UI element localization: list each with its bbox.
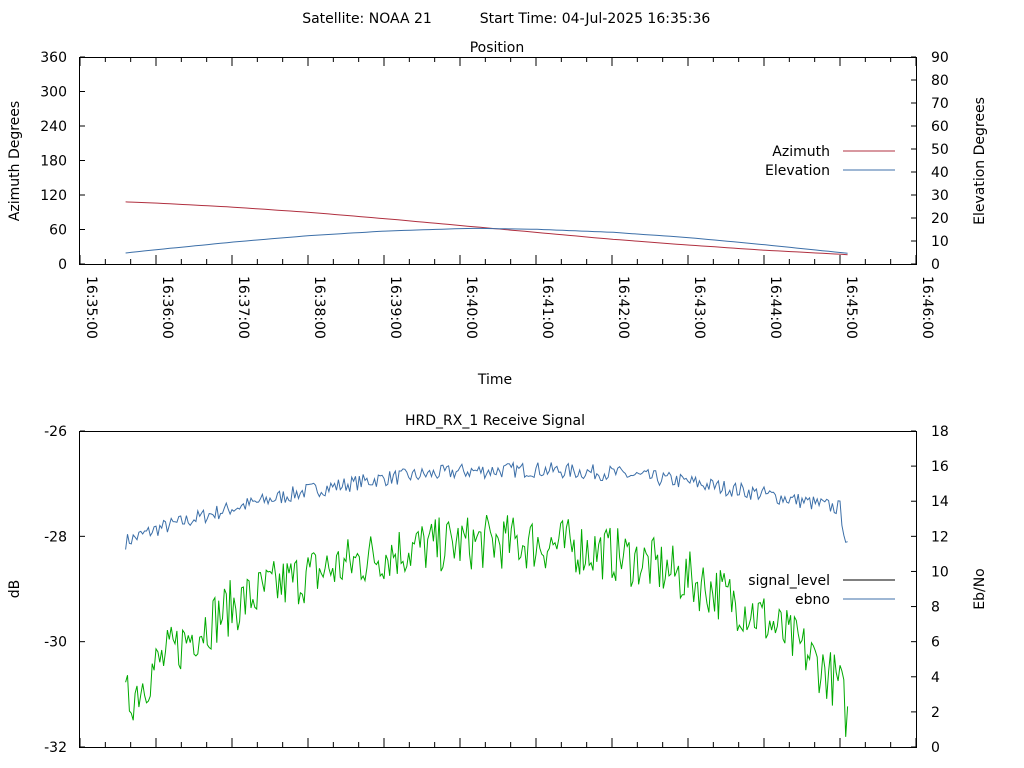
position-x-tick-label: 16:36:00 — [159, 276, 175, 339]
position-plot-frame — [79, 57, 917, 265]
position-y-right-tick-label: 30 — [931, 188, 949, 204]
position-y-left-tick-label: 60 — [49, 223, 67, 239]
position-x-tick-label: 16:40:00 — [463, 276, 479, 339]
position-y-right-tick-label: 60 — [931, 119, 949, 135]
legend-signal-level-label: signal_level — [748, 573, 830, 589]
position-x-tick-label: 16:39:00 — [387, 276, 403, 339]
signal-y-right-tick-label: 12 — [931, 529, 949, 545]
position-y-right-tick-label: 80 — [931, 73, 949, 89]
position-y-left-tick-label: 180 — [40, 154, 67, 170]
position-x-label: Time — [477, 372, 512, 388]
signal-y-left-tick-label: -26 — [44, 424, 67, 440]
position-y-right-label: Elevation Degrees — [972, 97, 988, 225]
position-y-left-tick-label: 240 — [40, 119, 67, 135]
position-y-right-tick-label: 40 — [931, 165, 949, 181]
signal-y-left-tick-label: -32 — [44, 740, 67, 756]
start-time-label: Start Time: 04-Jul-2025 16:35:36 — [480, 11, 711, 27]
ebno-series-line — [125, 461, 848, 550]
position-y-left-tick-label: 0 — [58, 257, 67, 273]
azimuth-series-line — [125, 201, 848, 256]
position-legend: Azimuth Elevation — [765, 144, 895, 179]
signal-plot-frame — [79, 431, 917, 748]
position-y-right-tick-label: 10 — [931, 234, 949, 250]
green-series-line — [125, 514, 849, 737]
position-y-right-tick-label: 50 — [931, 142, 949, 158]
position-x-tick-label: 16:46:00 — [919, 276, 935, 339]
position-y-left-label: Azimuth Degrees — [7, 101, 23, 221]
signal-y-right-tick-label: 6 — [931, 635, 940, 651]
signal-chart: HRD_RX_1 Receive Signal -32 -30 -28 -26 0 2 4 6… — [7, 413, 988, 756]
position-y-left-tick-label: 360 — [40, 50, 67, 66]
legend-ebno-label: ebno — [795, 592, 830, 608]
signal-y-left-tick-label: -28 — [44, 529, 67, 545]
signal-y-right-tick-label: 14 — [931, 494, 949, 510]
position-y-right-tick-label: 20 — [931, 211, 949, 227]
signal-y-left-label: dB — [7, 580, 23, 599]
position-y-left-tick-label: 120 — [40, 188, 67, 204]
position-y-right-tick-label: 90 — [931, 50, 949, 66]
signal-y-right-tick-label: 8 — [931, 600, 940, 616]
position-x-tick-label: 16:44:00 — [767, 276, 783, 339]
signal-y-right-tick-label: 0 — [931, 740, 940, 756]
signal-y-left-tick-label: -30 — [44, 635, 67, 651]
signal-y-right-tick-label: 2 — [931, 705, 940, 721]
legend-elevation-label: Elevation — [765, 163, 830, 179]
position-x-tick-label: 16:41:00 — [539, 276, 555, 339]
position-x-tick-label: 16:38:00 — [311, 276, 327, 339]
position-x-tick-label: 16:43:00 — [691, 276, 707, 339]
signal-y-right-tick-label: 4 — [931, 670, 940, 686]
signal-y-right-tick-label: 16 — [931, 459, 949, 475]
position-y-left-tick-label: 300 — [40, 85, 67, 101]
satellite-label: Satellite: NOAA 21 — [302, 11, 432, 27]
position-x-tick-label: 16:45:00 — [843, 276, 859, 339]
position-chart: Position 0 60 120 180 240 300 360 0 10 20 30 40 50 60… — [7, 40, 988, 388]
position-x-tick-label: 16:37:00 — [235, 276, 251, 339]
position-y-right-tick-label: 70 — [931, 96, 949, 112]
position-y-right-tick-label: 0 — [931, 257, 940, 273]
position-x-tick-label: 16:35:00 — [83, 276, 99, 339]
signal-legend: signal_level ebno — [748, 573, 895, 608]
signal-chart-title: HRD_RX_1 Receive Signal — [405, 413, 585, 429]
signal-y-right-label: Eb/No — [972, 568, 988, 610]
signal-y-right-tick-label: 18 — [931, 424, 949, 440]
signal-y-right-tick-label: 10 — [931, 564, 949, 580]
position-chart-title: Position — [470, 40, 525, 56]
position-x-tick-label: 16:42:00 — [615, 276, 631, 339]
elevation-series-line — [125, 227, 848, 254]
legend-azimuth-label: Azimuth — [772, 144, 830, 160]
